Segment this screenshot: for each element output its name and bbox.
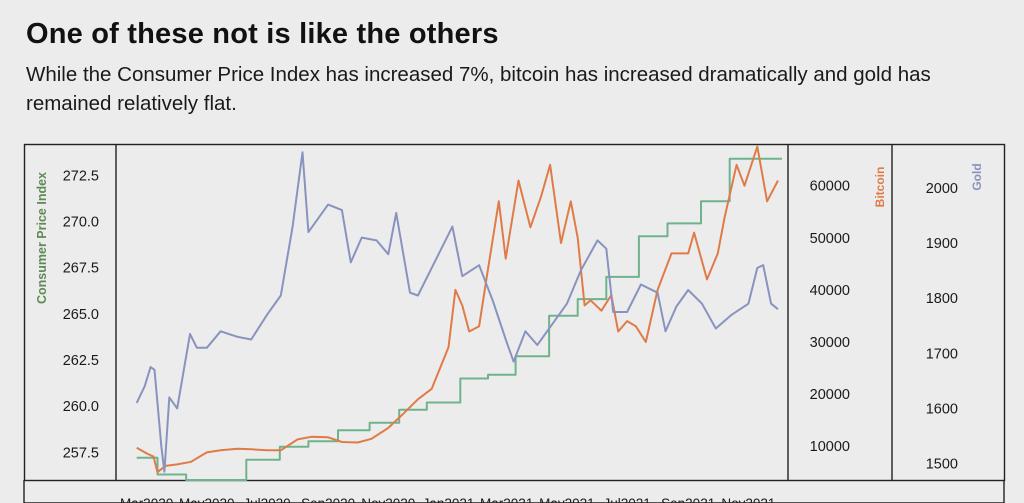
gold-tick-label: 1700 <box>926 346 958 362</box>
cpi-axis-label: Consumer Price Index <box>35 172 49 304</box>
bitcoin-tick-label: 60000 <box>810 179 850 195</box>
gold-tick-label: 1600 <box>926 401 958 417</box>
cpi-tick-label: 270.0 <box>63 215 99 231</box>
x-tick-label: Sep2021 <box>661 496 715 503</box>
bitcoin-tick-label: 30000 <box>810 335 850 351</box>
x-tick-label: Jul2021 <box>603 496 650 503</box>
cpi-tick-label: 257.5 <box>63 445 99 461</box>
cpi-tick-label: 267.5 <box>63 261 99 277</box>
x-tick-label: Mar2021 <box>480 496 533 503</box>
cpi-tick-label: 262.5 <box>63 353 99 369</box>
cpi-tick-label: 265.0 <box>63 307 99 323</box>
gold-tick-label: 1500 <box>926 457 958 473</box>
x-tick-label: May2021 <box>539 496 595 503</box>
x-tick-label: Sep2020 <box>301 496 355 503</box>
bitcoin-tick-label: 20000 <box>810 387 850 403</box>
cpi-tick-label: 272.5 <box>63 168 99 184</box>
x-tick-label: May2020 <box>179 496 235 503</box>
bitcoin-tick-label: 40000 <box>810 283 850 299</box>
x-tick-label: Nov2020 <box>361 496 415 503</box>
chart-subtitle: While the Consumer Price Index has incre… <box>26 63 931 115</box>
x-tick-label: Jul2020 <box>243 496 290 503</box>
gold-tick-label: 1800 <box>926 291 958 307</box>
gold-axis-label: Gold <box>970 163 984 190</box>
bitcoin-axis-label: Bitcoin <box>873 167 887 208</box>
chart-title: One of these not is like the others <box>26 18 499 50</box>
gold-tick-label: 2000 <box>926 181 958 197</box>
series-line-cpi <box>136 157 782 481</box>
x-tick-label: Mar2020 <box>120 496 173 503</box>
x-tick-label: Nov2021 <box>721 496 775 503</box>
bitcoin-tick-label: 50000 <box>810 231 850 247</box>
gold-tick-label: 1900 <box>926 236 958 252</box>
x-tick-label: Jan2021 <box>423 496 475 503</box>
plot-frame <box>23 143 1006 482</box>
bitcoin-tick-label: 10000 <box>810 439 850 455</box>
cpi-tick-label: 260.0 <box>63 399 99 415</box>
series-line-gold <box>135 151 779 473</box>
series-line-bitcoin <box>136 145 779 474</box>
